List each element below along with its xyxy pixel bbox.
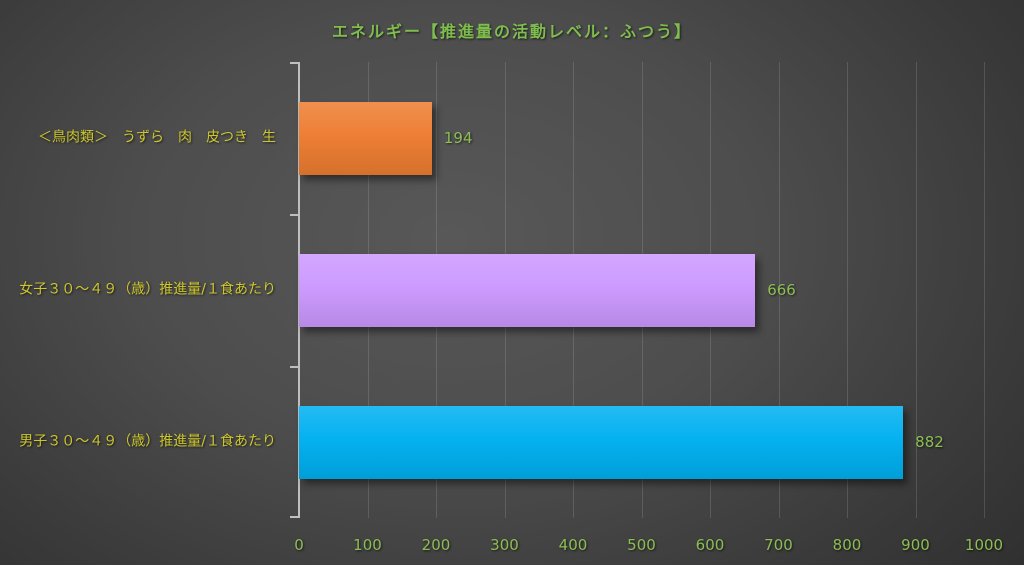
bar-2 (299, 405, 904, 479)
bar-0 (299, 101, 432, 175)
x-tick-label: 500 (627, 536, 656, 554)
y-axis-tick (290, 516, 298, 518)
gridline (778, 62, 780, 518)
x-tick-label: 400 (558, 536, 588, 554)
gridline (847, 62, 848, 518)
x-tick-label: 1000 (964, 536, 1004, 554)
x-tick-label: 300 (490, 536, 519, 554)
gridline (984, 62, 985, 518)
gridline (915, 62, 917, 518)
x-tick-label: 100 (353, 536, 382, 554)
x-tick-label: 800 (832, 536, 862, 554)
y-axis-tick (290, 366, 298, 368)
x-tick-label: 900 (901, 536, 930, 554)
bar-1 (299, 253, 756, 327)
plot-area: 194 666 882 (290, 62, 985, 518)
y-axis-tick (290, 62, 298, 64)
value-label: 194 (443, 129, 473, 147)
value-label: 666 (767, 281, 796, 299)
chart-title: エネルギー【推進量の活動レベル：ふつう】 (331, 22, 692, 41)
x-tick-label: 200 (421, 536, 451, 554)
category-label: 男子３０～４９（歳）推進量/１食あたり (19, 433, 276, 450)
value-label: 882 (915, 433, 944, 451)
x-tick-label: 700 (764, 536, 793, 554)
y-axis-tick (290, 214, 298, 216)
category-label: ＜鳥肉類＞ うずら 肉 皮つき 生 (38, 129, 276, 146)
x-tick-label: 600 (695, 536, 725, 554)
x-tick-label: 0 (294, 536, 304, 554)
category-label: 女子３０～４９（歳）推進量/１食あたり (19, 281, 276, 298)
